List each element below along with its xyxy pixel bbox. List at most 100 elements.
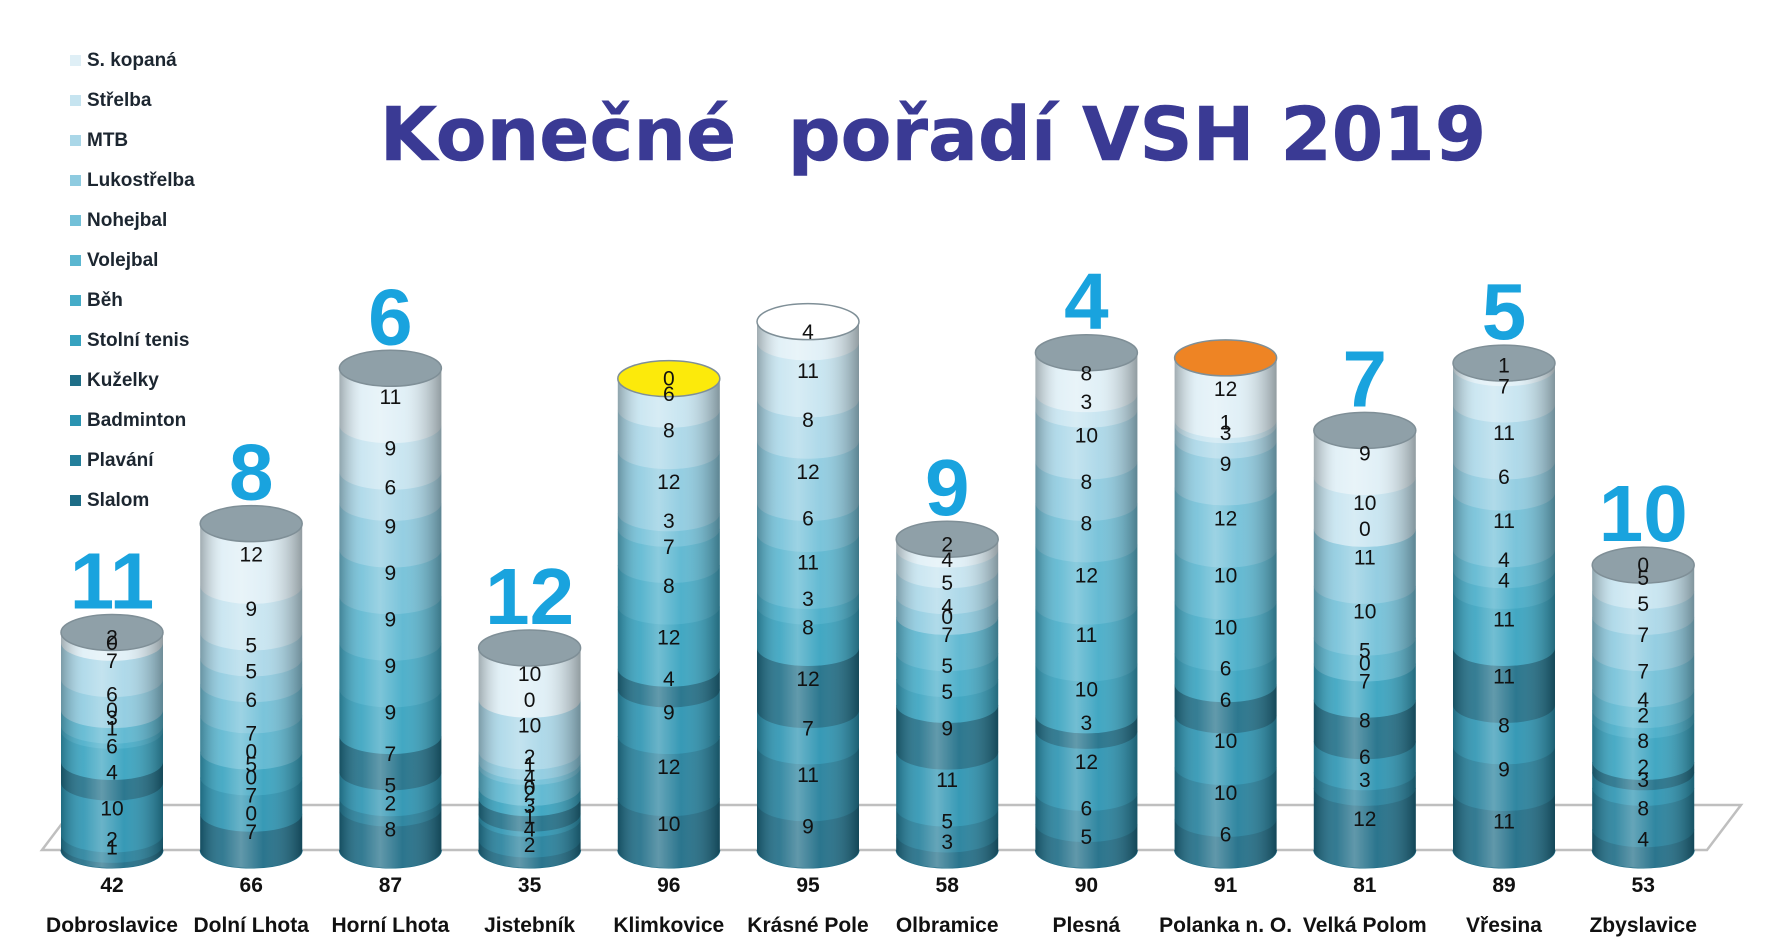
legend-swatch-kuzelky — [70, 375, 81, 386]
data-label-zbyslavice-badminton: 3 — [1637, 769, 1649, 792]
data-label-dolni-lhota-mtb: 5 — [245, 634, 257, 657]
data-label-vresina-lukostrelba: 6 — [1498, 466, 1510, 489]
data-label-vresina-volejbal: 4 — [1498, 549, 1510, 572]
legend-label-strelba: Střelba — [87, 90, 152, 111]
bar-cap-dolni-lhota — [199, 504, 303, 543]
data-label-plesna-badminton: 12 — [1075, 751, 1098, 774]
data-label-krasne-pole-slalom: 9 — [802, 816, 814, 839]
chart-title: Konečné pořadí VSH 2019 — [380, 92, 1487, 178]
data-label-horni-lhota-nohejbal: 9 — [385, 562, 397, 585]
data-label-velka-polom-kuzelky: 8 — [1359, 710, 1371, 733]
rank-label-zbyslavice: 10 — [1599, 469, 1688, 558]
bar-cap-jistebnik — [477, 629, 582, 667]
bar-shading-zbyslavice — [1592, 565, 1695, 868]
data-label-dolni-lhota-strelba: 9 — [245, 598, 257, 621]
data-label-krasne-pole-beh: 3 — [802, 588, 814, 611]
bar-klimkovice: 10 12 9 4 12 8 7 3 12 8 60 96 Klimkovice — [613, 359, 724, 937]
data-label-jistebnik-mtb: 10 — [518, 715, 541, 738]
data-label-horni-lhota-strelba: 9 — [385, 438, 397, 461]
rank-label-plesna: 4 — [1064, 257, 1109, 346]
data-label-plesna-volejbal: 12 — [1075, 564, 1098, 587]
data-label-dolni-lhota-slalom: 7 — [245, 821, 257, 844]
data-label-horni-lhota-stolni-tenis: 9 — [385, 702, 397, 725]
category-label-jistebnik: Jistebník — [484, 914, 575, 937]
total-label-velka-polom: 81 — [1353, 874, 1377, 897]
data-label-olbramice-slalom: 3 — [941, 831, 953, 854]
data-label-klimkovice-strelba: 6 — [663, 383, 675, 406]
data-label-dolni-lhota-badminton: 7 — [245, 785, 257, 808]
category-label-zbyslavice: Zbyslavice — [1589, 914, 1696, 937]
data-label-dobroslavice-lukostrelba: 6 — [106, 684, 118, 707]
bar-cap-velka-polom — [1313, 411, 1417, 450]
total-label-zbyslavice: 53 — [1632, 874, 1655, 897]
data-label-velka-polom-plavani: 3 — [1359, 769, 1371, 792]
data-label-velka-polom-stolni-tenis: 7 — [1359, 671, 1371, 694]
data-label-olbramice-badminton: 11 — [936, 769, 958, 792]
data-label-plesna-beh: 11 — [1075, 624, 1097, 647]
data-label-dolni-lhota-beh: 0 — [245, 741, 257, 764]
bar-shading-krasne-pole — [757, 321, 859, 868]
data-label-zbyslavice-plavani: 8 — [1637, 798, 1649, 821]
rank-label-horni-lhota: 6 — [368, 272, 413, 361]
data-label-dobroslavice-stolni-tenis: 6 — [106, 735, 118, 758]
legend-swatch-s-kopana — [70, 55, 81, 66]
legend-swatch-nohejbal — [70, 215, 81, 226]
data-label-olbramice-beh: 5 — [941, 655, 953, 678]
legend-swatch-beh — [70, 295, 81, 306]
data-label-jistebnik-kuzelky: 3 — [524, 795, 536, 818]
legend-label-stolni-tenis: Stolní tenis — [87, 330, 189, 351]
bar-shading-plesna — [1035, 352, 1138, 869]
data-label-jistebnik-s-kopana: 10 — [518, 663, 541, 686]
data-label-jistebnik-volejbal: 4 — [524, 766, 536, 789]
data-label-polanka-n-o-strelba: 1 — [1220, 412, 1232, 435]
data-label-horni-lhota-kuzelky: 7 — [385, 743, 397, 766]
data-label-jistebnik-lukostrelba: 2 — [524, 746, 536, 769]
data-label-olbramice-volejbal: 7 — [941, 624, 953, 647]
category-label-vresina: Vřesina — [1466, 914, 1542, 937]
rank-label-jistebnik: 12 — [485, 552, 574, 641]
legend-item-plavani: Plavání — [70, 450, 154, 471]
data-label-plesna-stolni-tenis: 10 — [1075, 678, 1098, 701]
data-label-horni-lhota-badminton: 5 — [385, 774, 397, 797]
legend-label-volejbal: Volejbal — [87, 250, 158, 271]
legend-swatch-volejbal — [70, 255, 81, 266]
data-label-plesna-plavani: 6 — [1081, 798, 1093, 821]
total-label-dobroslavice: 42 — [100, 874, 123, 897]
data-label-dobroslavice-nohejbal: 0 — [106, 699, 118, 722]
data-label-vresina-strelba: 7 — [1498, 375, 1510, 398]
data-label-krasne-pole-badminton: 7 — [802, 717, 814, 740]
bar-cap-krasne-pole — [756, 302, 860, 341]
category-label-klimkovice: Klimkovice — [613, 914, 724, 937]
data-label-zbyslavice-mtb: 5 — [1637, 593, 1649, 616]
legend-swatch-stolni-tenis — [70, 335, 81, 346]
data-label-jistebnik-slalom: 2 — [524, 834, 536, 857]
bar-shading-polanka-n-o — [1174, 357, 1277, 868]
data-label-olbramice-kuzelky: 9 — [941, 717, 953, 740]
data-label-plesna-s-kopana: 8 — [1081, 362, 1093, 385]
data-label-dobroslavice-slalom: 1 — [106, 836, 118, 859]
data-label-zbyslavice-s-kopana: 0 — [1637, 554, 1649, 577]
data-label-zbyslavice-lukostrelba: 7 — [1637, 624, 1649, 647]
data-label-jistebnik-badminton: 1 — [524, 805, 536, 828]
legend-swatch-strelba — [70, 95, 81, 106]
total-label-polanka-n-o: 91 — [1214, 874, 1238, 897]
bar-shading-dobroslavice — [61, 632, 163, 868]
total-label-vresina: 89 — [1492, 874, 1515, 897]
rank-label-velka-polom: 7 — [1343, 334, 1388, 423]
bar-cap-polanka-n-o — [1173, 339, 1278, 377]
data-label-olbramice-stolni-tenis: 5 — [941, 681, 953, 704]
legend-item-volejbal: Volejbal — [70, 250, 158, 271]
data-label-klimkovice-volejbal: 7 — [663, 536, 675, 559]
data-label-plesna-strelba: 3 — [1081, 391, 1093, 414]
data-label-polanka-n-o-beh: 10 — [1214, 616, 1237, 639]
bar-cap-dobroslavice — [60, 613, 164, 652]
data-label-vresina-nohejbal: 11 — [1493, 510, 1515, 533]
bar-shading-vresina — [1453, 363, 1555, 868]
data-label-jistebnik-nohejbal: 1 — [524, 754, 536, 777]
bar-cap-plesna — [1034, 333, 1139, 372]
data-label-plesna-slalom: 5 — [1081, 826, 1093, 849]
data-label-velka-polom-strelba: 10 — [1353, 492, 1376, 515]
data-label-krasne-pole-kuzelky: 12 — [796, 668, 819, 691]
